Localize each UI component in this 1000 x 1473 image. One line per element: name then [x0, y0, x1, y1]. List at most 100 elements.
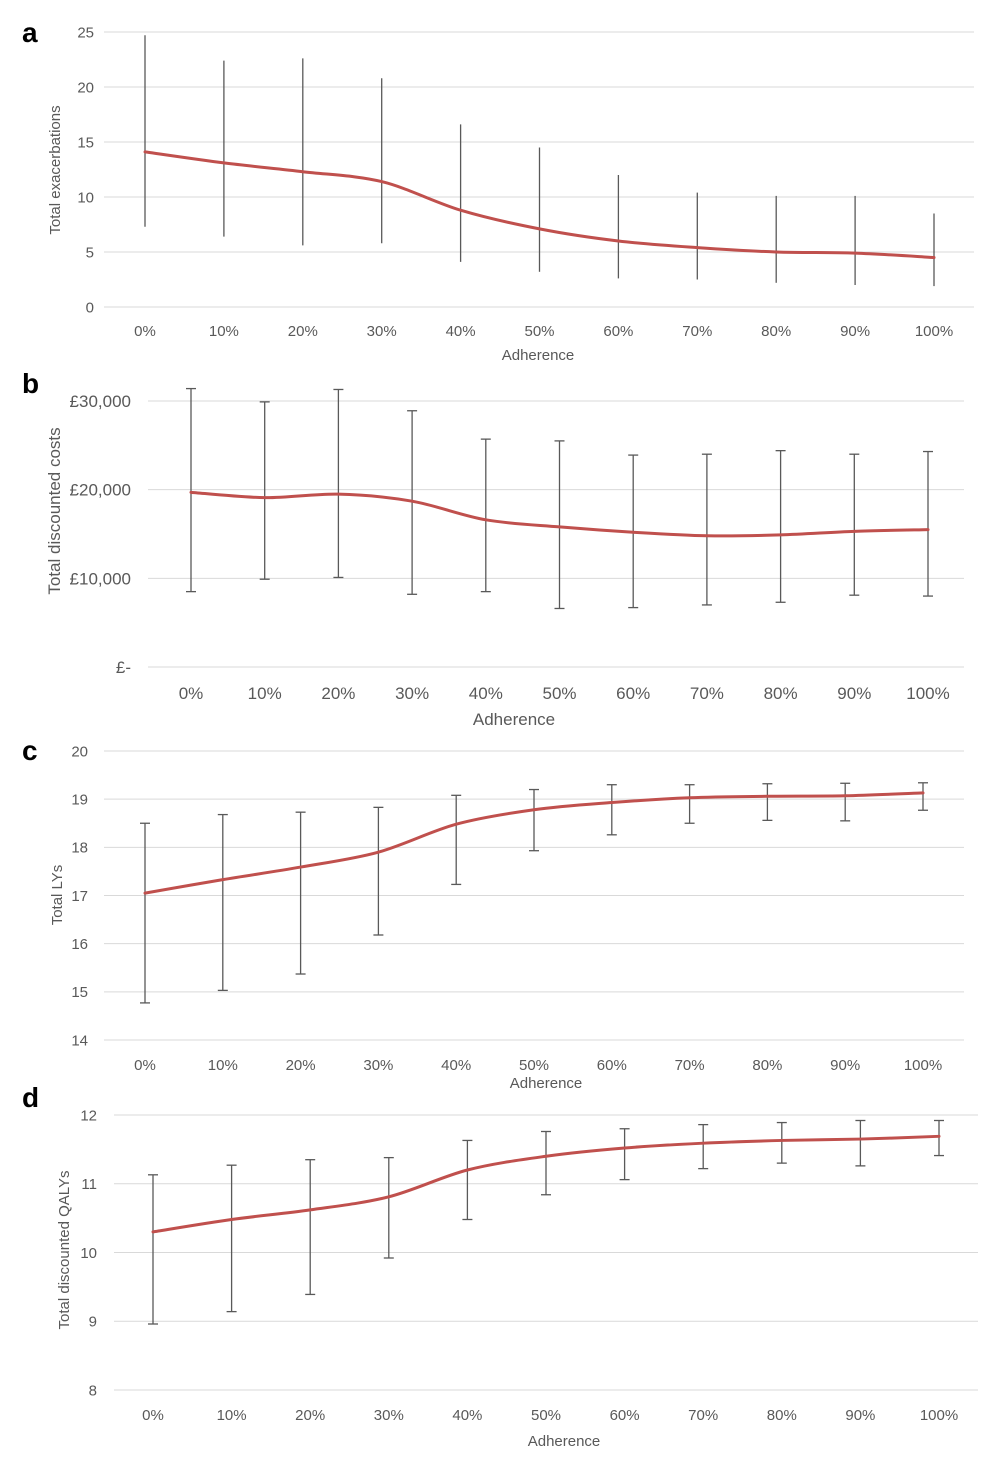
data-point — [221, 878, 224, 881]
data-point — [844, 794, 847, 797]
y-tick-label: 14 — [71, 1032, 88, 1049]
data-point — [632, 531, 635, 534]
x-tick-label: 70% — [675, 1057, 705, 1074]
error-bar — [226, 1164, 237, 1313]
data-point — [932, 256, 936, 259]
error-bar — [855, 1119, 866, 1167]
x-tick-label: 60% — [616, 684, 650, 703]
data-point — [937, 1135, 941, 1138]
x-tick-label: 10% — [248, 684, 282, 703]
error-bar — [305, 1159, 316, 1296]
data-point — [623, 1146, 626, 1150]
error-bar — [373, 806, 384, 936]
y-tick-label: 11 — [81, 1176, 97, 1193]
error-bar — [923, 450, 933, 597]
y-tick-label: 5 — [86, 244, 94, 261]
error-bar — [776, 1121, 787, 1164]
panel-letter-a: a — [22, 17, 38, 48]
data-point — [377, 850, 380, 854]
data-point — [705, 534, 709, 537]
y-tick-label: 17 — [71, 888, 88, 905]
x-tick-label: 80% — [767, 1407, 797, 1424]
error-bar — [333, 388, 344, 579]
error-bar — [775, 450, 786, 603]
data-point — [780, 1139, 783, 1142]
error-bar — [762, 783, 773, 822]
error-bar — [701, 453, 712, 606]
x-tick-label: 100% — [915, 323, 953, 340]
x-tick-label: 100% — [906, 684, 949, 703]
data-point — [921, 791, 925, 795]
data-point — [230, 1218, 233, 1221]
data-point — [299, 865, 302, 869]
y-axis-title: Total exacerbations — [47, 105, 64, 234]
x-tick-label: 80% — [752, 1057, 782, 1074]
x-tick-label: 10% — [208, 1057, 238, 1074]
error-bar — [698, 1123, 709, 1170]
x-tick-label: 70% — [690, 684, 724, 703]
x-tick-label: 40% — [441, 1057, 471, 1074]
x-tick-label: 20% — [295, 1407, 325, 1424]
x-tick-label: 40% — [446, 323, 476, 340]
data-point — [301, 170, 304, 173]
x-tick-label: 40% — [452, 1407, 482, 1424]
x-tick-label: 20% — [286, 1057, 316, 1074]
error-bar — [217, 813, 228, 992]
data-point — [387, 1195, 390, 1199]
data-point — [143, 150, 147, 154]
data-point — [610, 801, 613, 804]
x-tick-label: 0% — [179, 684, 204, 703]
data-point — [410, 499, 414, 503]
data-point — [859, 1137, 862, 1141]
data-point — [380, 180, 383, 183]
y-tick-label: £- — [116, 658, 131, 677]
error-bar — [140, 822, 150, 1004]
error-bar — [606, 784, 617, 836]
x-tick-label: 0% — [134, 1057, 156, 1074]
panel-letter-d: d — [22, 1082, 39, 1113]
error-bar — [684, 784, 695, 824]
chart-panel-a: 0 5 10 15 20 25 0% 10% 20% 30% 40% 50% 60% 70% 80% 90% 1… — [47, 24, 974, 364]
error-bar — [541, 1130, 551, 1196]
data-point — [926, 528, 930, 531]
data-point — [853, 251, 857, 255]
x-tick-label: 40% — [469, 684, 503, 703]
error-bar — [148, 1174, 158, 1325]
chart-panel-b: £- £10,000 £20,000 £30,000 0% 10% 20% 30% 40% 50%… — [45, 387, 964, 729]
x-tick-label: 10% — [217, 1407, 247, 1424]
error-bar — [619, 1128, 630, 1181]
x-tick-label: 0% — [134, 323, 156, 340]
chart-panel-d: 8 9 10 11 12 0% 10% 20% 30% 40% 50% 60% 70% 80% 90% 100… — [56, 1107, 978, 1450]
data-point — [558, 525, 561, 529]
x-tick-label: 100% — [904, 1057, 942, 1074]
x-tick-label: 90% — [837, 684, 871, 703]
x-tick-label: 70% — [682, 323, 712, 340]
data-point — [263, 496, 266, 499]
error-bar — [849, 453, 860, 596]
x-tick-label: 70% — [688, 1407, 718, 1424]
x-axis-title: Adherence — [473, 710, 555, 729]
panel-letter-b: b — [22, 368, 39, 399]
data-point — [337, 492, 340, 496]
y-tick-label: 15 — [77, 134, 94, 151]
x-tick-label: 20% — [321, 684, 355, 703]
data-point — [532, 808, 536, 811]
x-tick-label: 80% — [761, 323, 791, 340]
x-tick-label: 80% — [764, 684, 798, 703]
error-bar — [462, 1139, 473, 1221]
x-axis-title: Adherence — [528, 1433, 601, 1450]
y-tick-label: 15 — [71, 984, 88, 1001]
error-bar — [295, 811, 306, 975]
y-axis-title: Total LYs — [49, 865, 66, 926]
data-point — [779, 533, 782, 537]
panel-letter-c: c — [22, 735, 38, 766]
data-point — [538, 227, 541, 231]
error-bar — [186, 387, 196, 593]
data-point — [696, 246, 699, 249]
y-tick-label: £30,000 — [70, 392, 131, 411]
y-tick-label: 20 — [71, 743, 88, 760]
error-bar — [934, 1119, 944, 1157]
y-tick-label: £20,000 — [70, 481, 131, 500]
x-tick-label: 30% — [395, 684, 429, 703]
